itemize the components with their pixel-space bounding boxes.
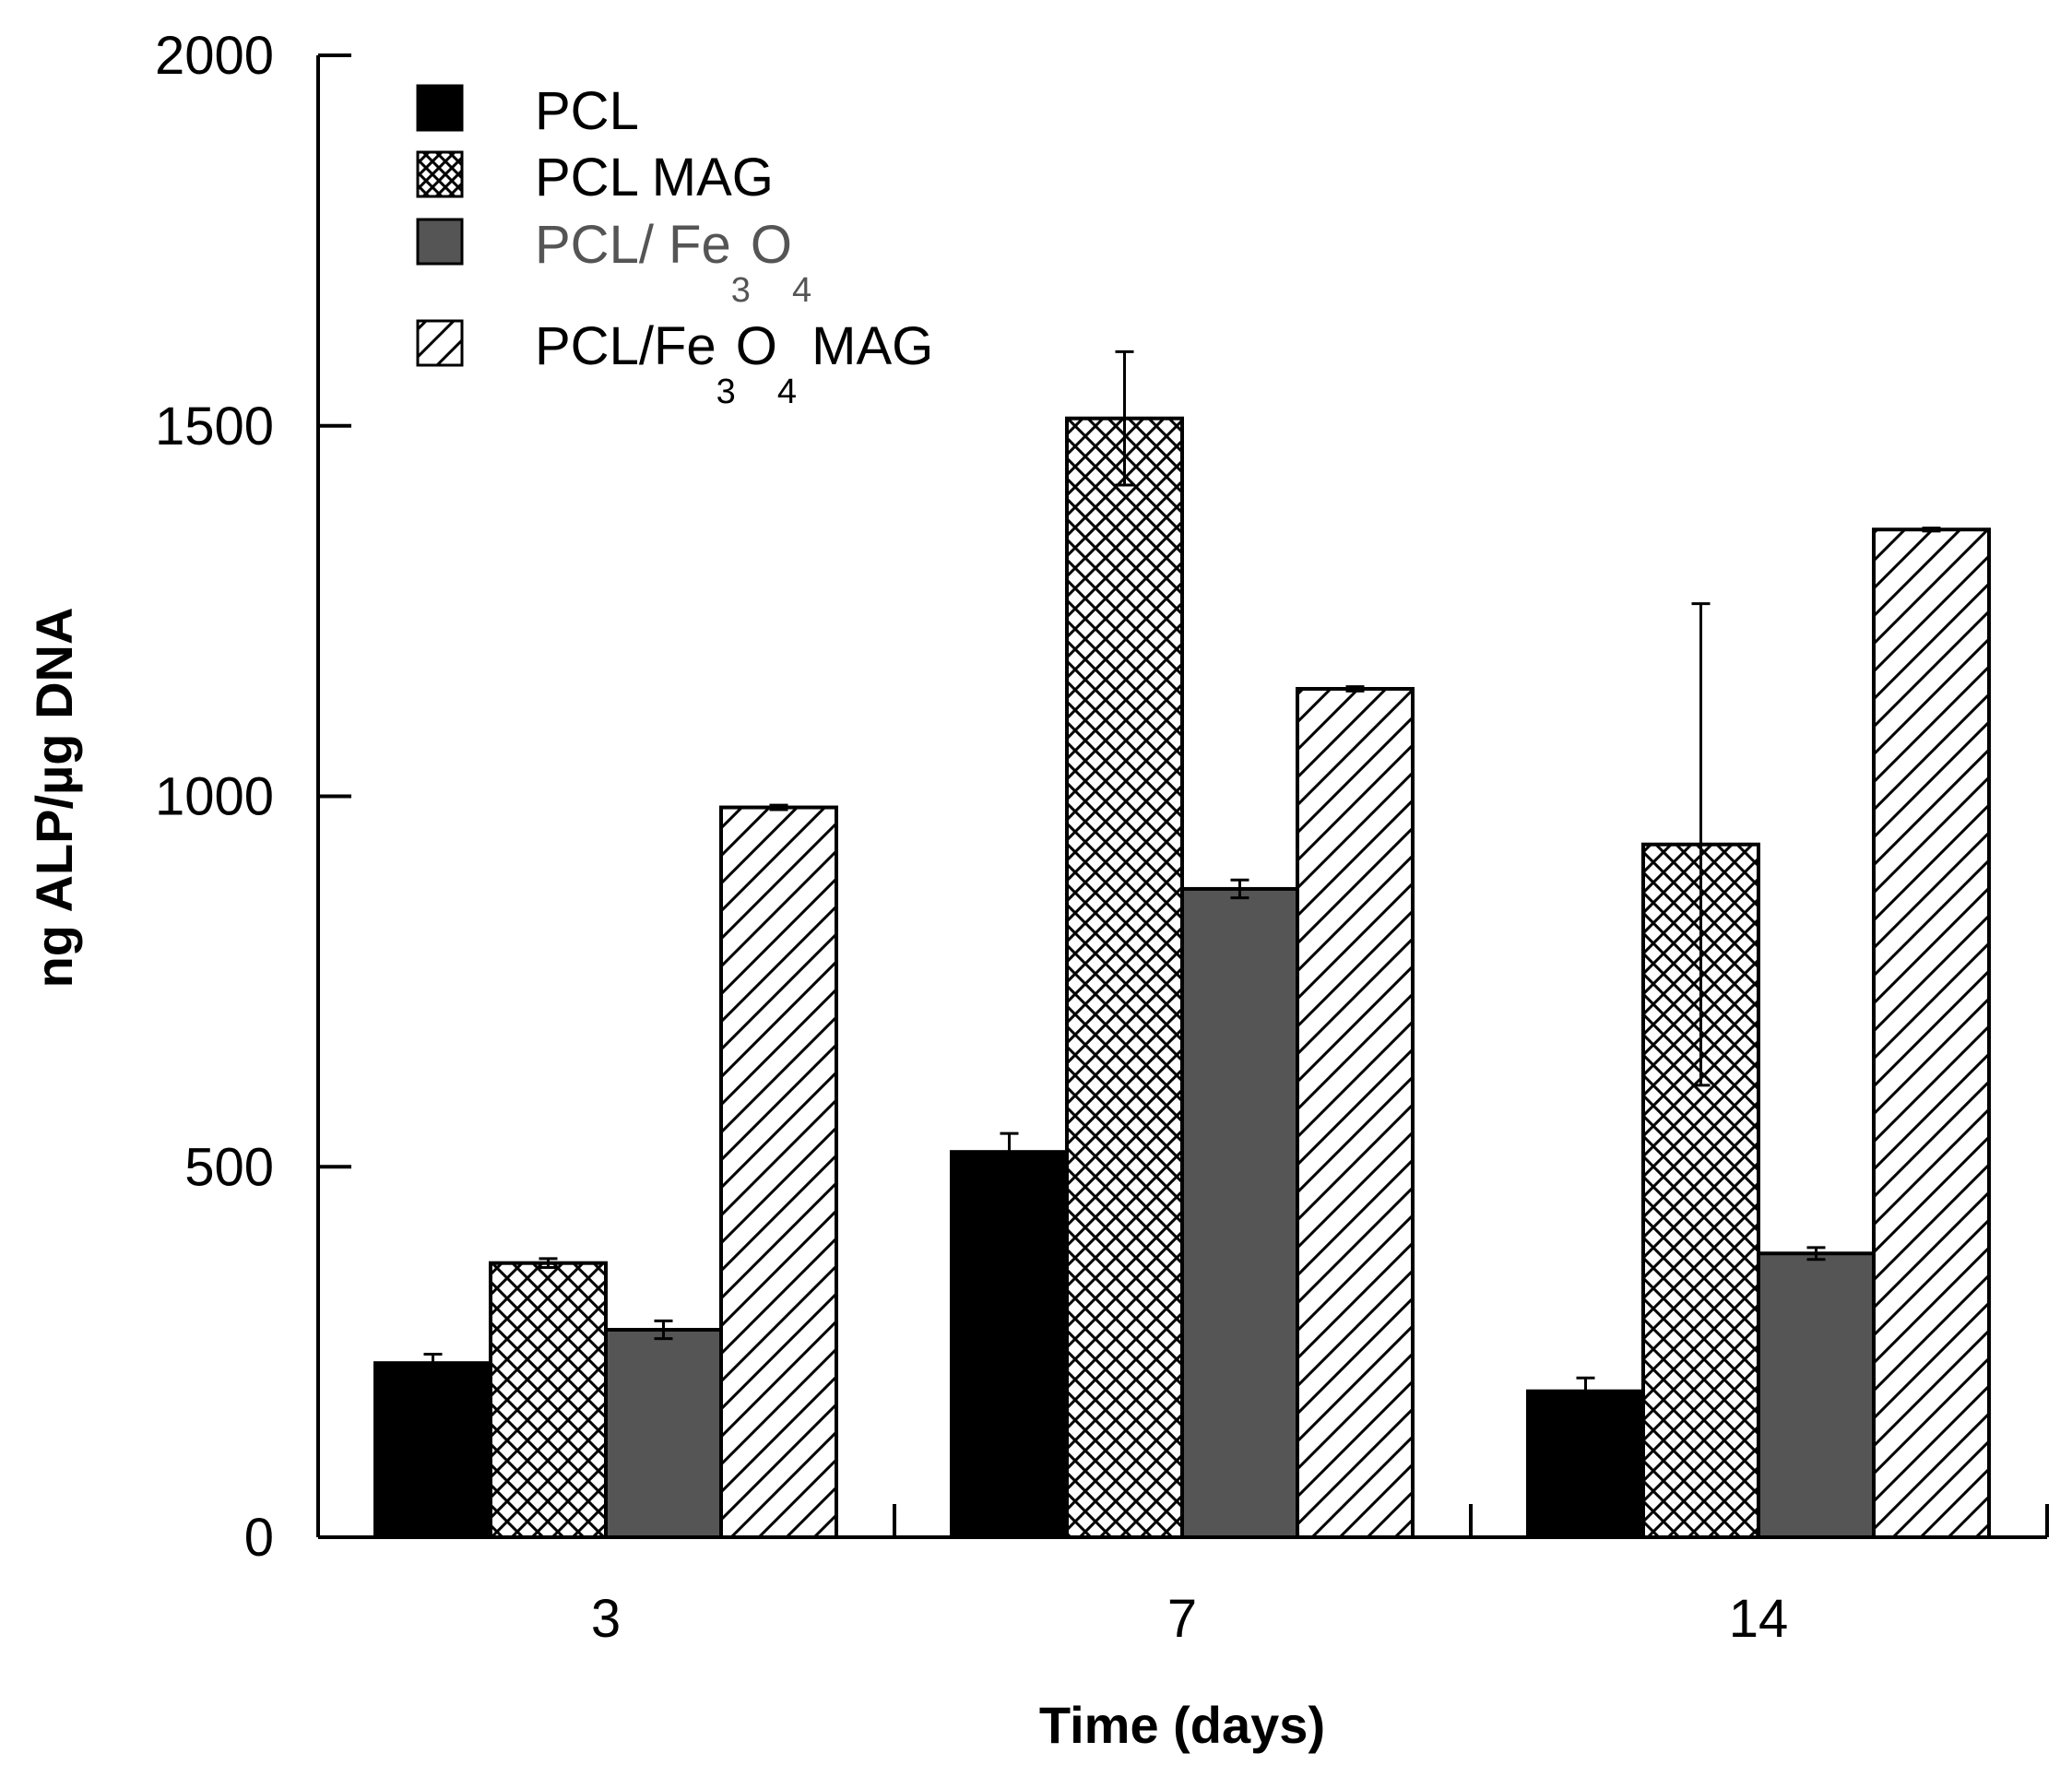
legend-label: PCL/ Fe3O4 — [535, 215, 811, 310]
error-bar-pcl-mag-day-7 — [1115, 349, 1134, 487]
error-bar-pcl-fe3o4-day-7 — [1230, 878, 1249, 900]
x-ticks: 3 7 14 — [591, 1504, 2049, 1649]
error-bars-layer — [423, 349, 1941, 1406]
y-axis-title: ng ALP/µg DNA — [25, 608, 83, 989]
bar-pcl-fe3o4-day-7 — [1180, 886, 1299, 1539]
bar-pcl-day-7 — [950, 1150, 1069, 1540]
x-axis-title: Time (days) — [1039, 1696, 1325, 1754]
error-bar-pcl-day-7 — [1000, 1131, 1019, 1172]
legend-item-2: PCL MAG — [416, 148, 774, 207]
bar-pcl-mag-day-3 — [489, 1261, 608, 1539]
legend-swatch — [416, 84, 464, 132]
error-bar-pcl-fe3o4-mag-day-14 — [1922, 527, 1941, 533]
y-tick-label: 1000 — [155, 767, 274, 827]
bars-layer — [373, 416, 1991, 1540]
error-bar-pcl-mag-day-14 — [1691, 602, 1711, 1087]
y-tick-label: 500 — [184, 1137, 274, 1197]
legend-item-3: PCL/ Fe3O4 — [416, 215, 811, 310]
y-tick-label: 1500 — [155, 397, 274, 456]
error-bar-pcl-fe3o4-mag-day-7 — [1345, 685, 1365, 693]
bar-pcl-fe3o4-day-14 — [1757, 1251, 1876, 1540]
bar-pcl-mag-day-7 — [1065, 416, 1184, 1540]
legend-label: PCL MAG — [535, 148, 774, 207]
error-bar-pcl-mag-day-3 — [539, 1257, 558, 1270]
error-bar-pcl-fe3o4-mag-day-3 — [769, 803, 788, 811]
error-bar-pcl-fe3o4-day-14 — [1806, 1246, 1826, 1262]
x-tick-label: 3 — [591, 1589, 621, 1649]
bar-pcl-fe3o4-mag-day-3 — [719, 805, 838, 1539]
y-tick-label: 2000 — [155, 26, 274, 86]
bar-pcl-day-3 — [373, 1361, 492, 1539]
bar-pcl-day-14 — [1526, 1389, 1645, 1539]
x-tick-label: 7 — [1167, 1589, 1197, 1649]
x-tick-label: 14 — [1729, 1589, 1789, 1649]
legend-label: PCL — [535, 81, 639, 141]
legend-swatch — [416, 319, 464, 367]
legend-label: PCL/Fe3O4 MAG — [535, 316, 933, 411]
error-bar-pcl-fe3o4-day-3 — [654, 1319, 673, 1341]
legend-item-1: PCL — [416, 81, 639, 141]
y-tick-label: 0 — [244, 1508, 274, 1568]
bar-pcl-fe3o4-day-3 — [604, 1328, 723, 1540]
bar-pcl-fe3o4-mag-day-14 — [1872, 527, 1991, 1539]
error-bar-pcl-day-14 — [1576, 1376, 1595, 1406]
legend-swatch — [416, 218, 464, 266]
error-bar-pcl-day-3 — [423, 1353, 443, 1374]
legend-swatch — [416, 150, 464, 198]
y-ticks: 0 500 1000 1500 2000 — [155, 26, 351, 1568]
legend-item-4: PCL/Fe3O4 MAG — [416, 316, 933, 411]
bar-pcl-fe3o4-mag-day-7 — [1296, 686, 1415, 1539]
